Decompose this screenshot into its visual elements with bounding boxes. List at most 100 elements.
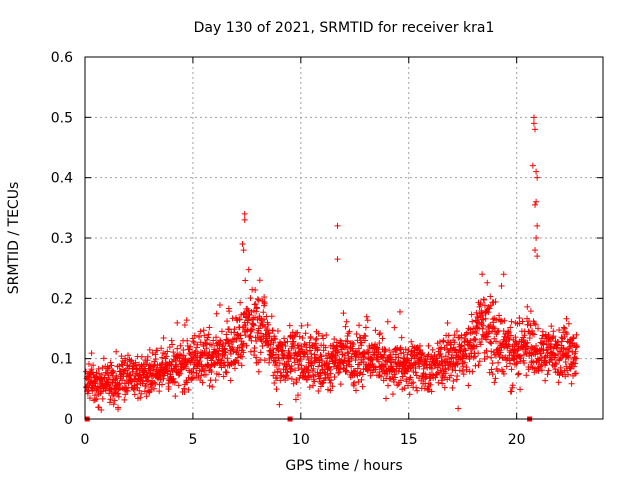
data-point (564, 367, 571, 374)
data-point (317, 370, 324, 377)
data-point (151, 379, 158, 386)
x-axis-label: GPS time / hours (285, 458, 402, 474)
data-point (488, 366, 495, 373)
data-point (487, 321, 494, 328)
data-point (122, 367, 129, 374)
data-point (279, 347, 286, 354)
data-point (508, 318, 515, 325)
data-point (527, 308, 534, 315)
data-point (85, 387, 92, 394)
chart-title: Day 130 of 2021, SRMTID for receiver kra… (194, 20, 495, 36)
data-point (517, 355, 524, 362)
data-point (460, 371, 467, 378)
data-point (489, 360, 496, 367)
data-point (223, 331, 230, 338)
data-point (509, 382, 516, 389)
data-point (537, 350, 544, 357)
data-point (495, 359, 502, 366)
data-point (506, 336, 513, 343)
data-point (305, 357, 312, 364)
data-point (191, 339, 198, 346)
data-point (492, 375, 499, 382)
data-point (216, 301, 223, 308)
data-point (359, 371, 366, 378)
data-point (542, 377, 549, 384)
data-point (231, 326, 238, 333)
data-point (298, 322, 305, 329)
data-point (176, 370, 183, 377)
data-point (304, 322, 311, 329)
data-point (530, 114, 537, 121)
data-point (446, 349, 453, 356)
data-point (507, 324, 514, 331)
data-point (448, 372, 455, 379)
data-point (152, 356, 159, 363)
data-point (281, 339, 288, 346)
data-point (524, 303, 531, 310)
data-point (362, 333, 369, 340)
data-point (355, 378, 362, 385)
data-point (488, 354, 495, 361)
data-point (466, 356, 473, 363)
data-point (198, 372, 205, 379)
data-point (564, 330, 571, 337)
data-point (107, 359, 114, 366)
data-point (375, 358, 382, 365)
data-point (404, 368, 411, 375)
data-point (372, 327, 379, 334)
data-point (143, 382, 150, 389)
data-point (378, 373, 385, 380)
data-point (86, 370, 93, 377)
data-point (465, 382, 472, 389)
data-point (116, 380, 123, 387)
data-point (400, 349, 407, 356)
data-point (485, 309, 492, 316)
data-point (261, 357, 268, 364)
data-point (307, 347, 314, 354)
data-point (457, 343, 464, 350)
data-point (247, 295, 254, 302)
data-point (421, 352, 428, 359)
data-point (488, 340, 495, 347)
data-point (482, 315, 489, 322)
data-point (545, 367, 552, 374)
data-point (533, 235, 540, 241)
data-point (218, 328, 225, 335)
data-point (563, 315, 570, 322)
data-point (309, 359, 316, 366)
data-point (212, 377, 219, 384)
data-point (128, 357, 135, 364)
data-point (159, 354, 166, 361)
data-point (336, 369, 343, 376)
data-point (96, 370, 103, 377)
data-point (416, 363, 423, 370)
data-point (402, 346, 409, 353)
data-point (501, 338, 508, 345)
data-point (432, 374, 439, 381)
data-point (236, 316, 243, 323)
data-point (573, 343, 580, 350)
data-point (92, 396, 99, 403)
data-point (175, 382, 182, 389)
data-point (254, 296, 261, 303)
data-point (553, 361, 560, 368)
data-point (475, 362, 482, 369)
data-point (211, 348, 218, 355)
y-tick-label: 0 (64, 412, 73, 428)
data-point (106, 399, 113, 406)
data-point (102, 387, 109, 394)
data-point (320, 335, 327, 342)
data-point (327, 387, 334, 394)
data-point (158, 345, 165, 352)
data-point (505, 334, 512, 341)
data-point (561, 325, 568, 332)
data-point (232, 358, 239, 365)
data-point (256, 277, 263, 284)
data-point (327, 370, 334, 377)
data-point (164, 368, 171, 375)
data-point (560, 344, 567, 351)
data-point (138, 390, 145, 397)
data-point (246, 333, 253, 340)
data-point (288, 363, 295, 370)
data-point (143, 361, 150, 368)
